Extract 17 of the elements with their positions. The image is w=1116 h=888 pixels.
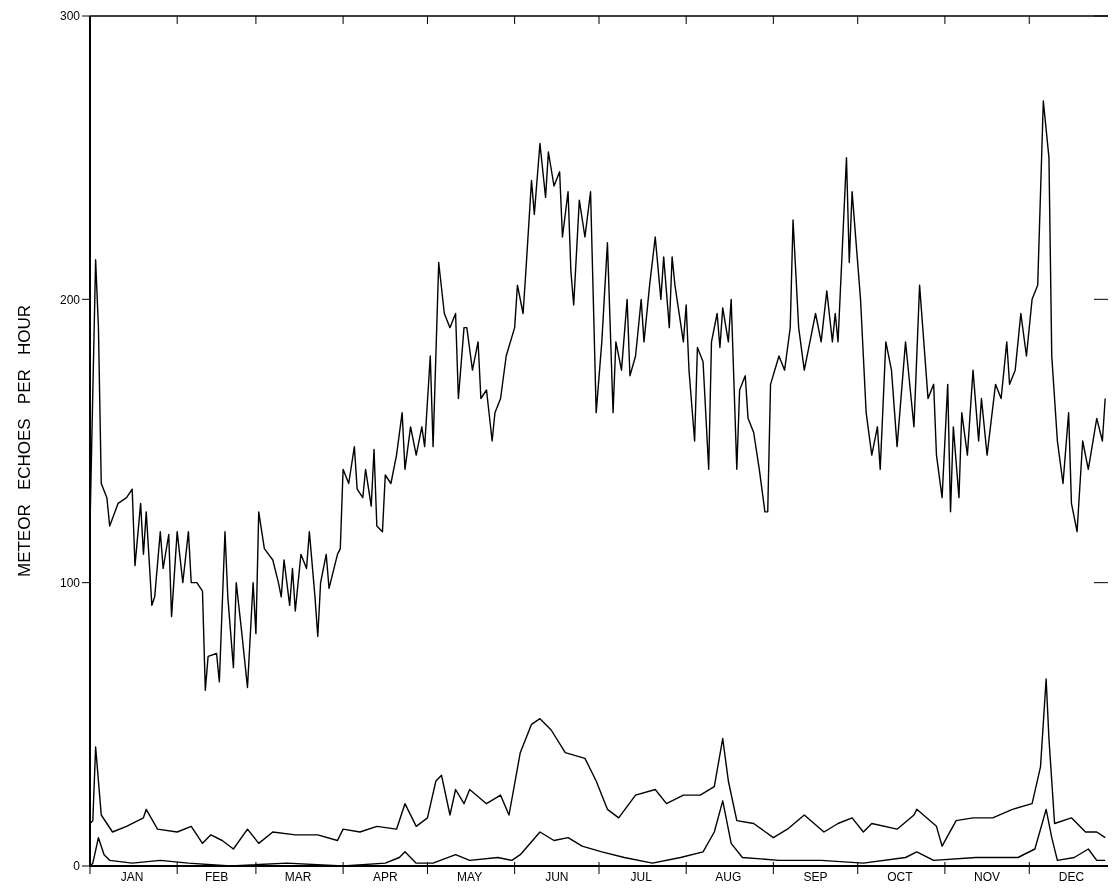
x-tick-label: MAR <box>284 870 312 884</box>
y-axis-title: METEOR ECHOES PER HOUR <box>15 304 34 578</box>
x-tick-label: AUG <box>715 870 742 884</box>
x-tick-label: NOV <box>974 870 1001 884</box>
x-tick-label: DEC <box>1058 870 1085 884</box>
x-tick-label: MAY <box>457 870 483 884</box>
x-tick-label: JUN <box>545 870 569 884</box>
x-tick-label: JUL <box>630 870 653 884</box>
x-tick-label: SEP <box>803 870 828 884</box>
y-tick-label: 200 <box>59 292 81 307</box>
y-tick-label: 100 <box>59 575 81 590</box>
y-tick-label: 0 <box>73 859 81 874</box>
x-tick-label: APR <box>372 870 398 884</box>
y-tick-label: 300 <box>59 9 81 24</box>
x-tick-label: FEB <box>204 870 229 884</box>
x-tick-label: OCT <box>887 870 914 884</box>
x-tick-label: JAN <box>120 870 144 884</box>
